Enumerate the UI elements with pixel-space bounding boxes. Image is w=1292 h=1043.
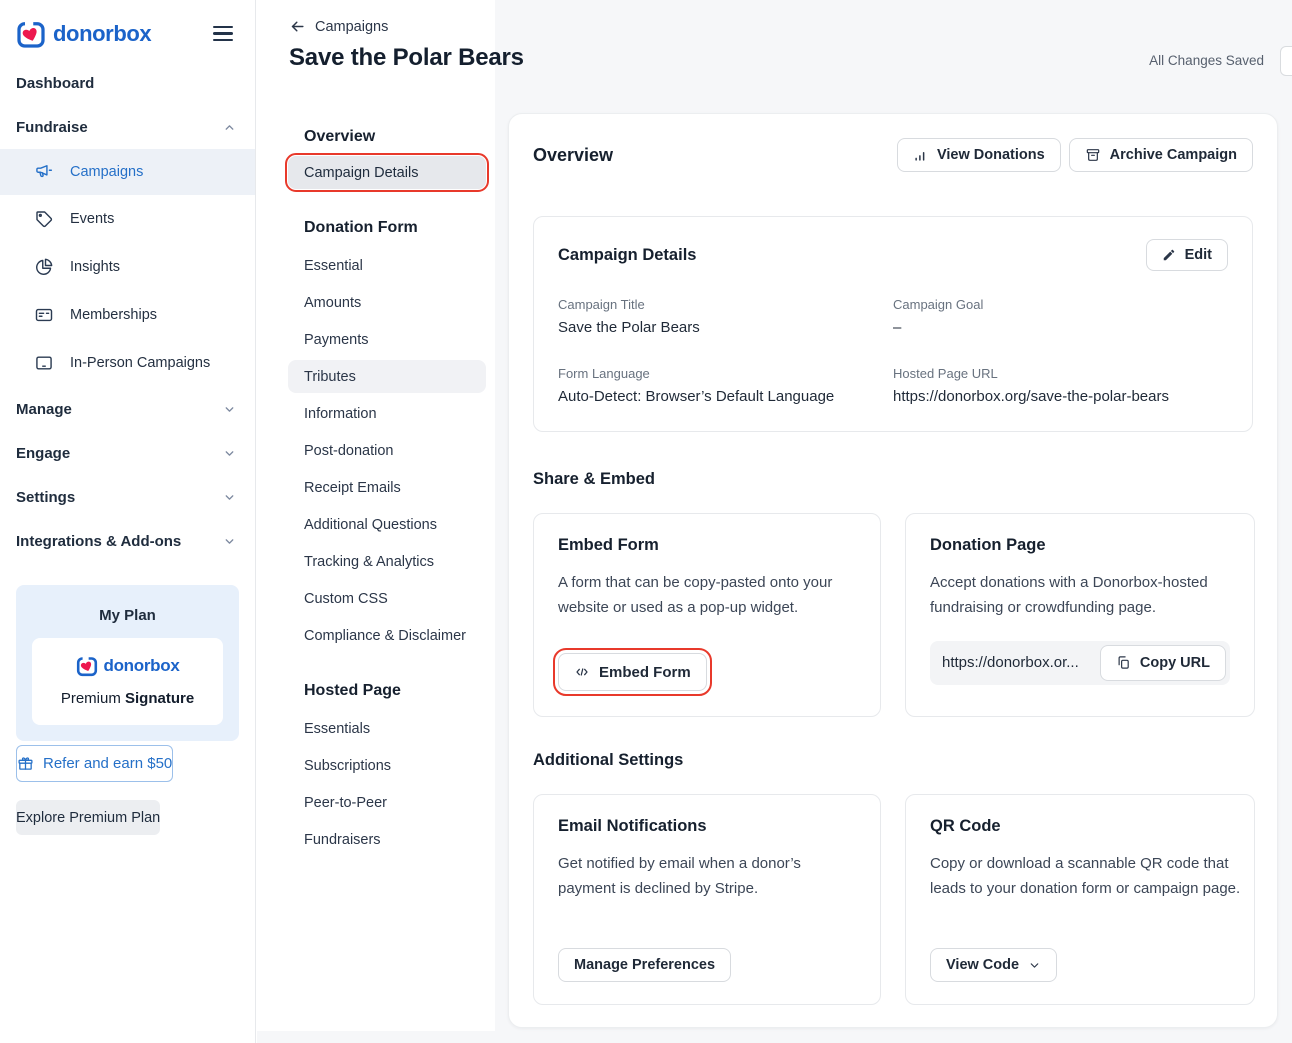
tablet-icon [34, 353, 54, 373]
page-title: Save the Polar Bears [289, 44, 524, 71]
campaign-details-card: Campaign Details Edit Campaign Title Sav… [533, 216, 1253, 432]
email-notifications-description: Get notified by email when a donor’s pay… [558, 855, 801, 897]
sidebar-item-settings[interactable]: Settings [0, 475, 255, 519]
my-plan-box: My Plan donorbox Premium Signature [16, 585, 239, 741]
pencil-icon [1162, 248, 1176, 262]
field-form-language: Form Language Auto-Detect: Browser’s Def… [558, 366, 835, 405]
embed-form-description: A form that can be copy-pasted onto your… [558, 574, 833, 616]
donation-page-url-field: https://donorbox.or... Copy URL [930, 640, 1230, 685]
sidebar-item-events[interactable]: Events [0, 195, 255, 243]
sidebar-item-manage[interactable]: Manage [0, 387, 255, 431]
overview-title: Overview [533, 144, 614, 165]
megaphone-icon [34, 162, 54, 182]
donation-page-url-text: https://donorbox.or... [942, 654, 1079, 671]
gift-icon [17, 755, 34, 772]
archive-campaign-button[interactable]: Archive Campaign [1068, 138, 1253, 172]
field-hosted-page-url: Hosted Page URL https://donorbox.org/sav… [893, 366, 1169, 405]
subnav-item-custom-css[interactable]: Custom CSS [304, 590, 388, 607]
campaign-subnav: Overview Campaign Details Donation Form … [285, 126, 489, 860]
qr-code-description: Copy or download a scannable QR code tha… [930, 855, 1241, 897]
bar-chart-icon [913, 148, 928, 163]
chevron-down-icon [223, 535, 236, 548]
field-campaign-goal: Campaign Goal – [893, 297, 984, 336]
donorbox-logo-text: donorbox [103, 656, 180, 675]
subnav-item-post-donation[interactable]: Post-donation [304, 442, 394, 459]
subnav-item-essentials[interactable]: Essentials [304, 720, 371, 737]
subnav-header-overview: Overview [304, 128, 376, 145]
campaign-details-title: Campaign Details [558, 245, 697, 264]
sidebar-item-dashboard[interactable]: Dashboard [16, 74, 95, 92]
subnav-item-information[interactable]: Information [304, 405, 377, 422]
subnav-header-hosted-page: Hosted Page [304, 682, 401, 699]
subnav-item-receipt-emails[interactable]: Receipt Emails [304, 479, 401, 496]
donorbox-logo-text: donorbox [53, 20, 152, 46]
embed-form-button[interactable]: Embed Form [553, 648, 712, 696]
sidebar-item-campaigns[interactable]: Campaigns [0, 149, 255, 195]
primary-sidebar: donorbox Dashboard Fundraise Campaigns [0, 0, 256, 1043]
plan-name: Premium Signature [60, 690, 195, 707]
donorbox-logo-icon [16, 19, 46, 49]
subnav-item-campaign-details[interactable]: Campaign Details [285, 153, 489, 192]
email-notifications-card: Email Notifications Get notified by emai… [533, 794, 881, 1005]
refer-earn-button[interactable]: Refer and earn $50 [16, 745, 174, 782]
edit-button[interactable]: Edit [1145, 239, 1228, 271]
subnav-item-tributes[interactable]: Tributes [288, 360, 486, 393]
plan-card: donorbox Premium Signature [32, 638, 223, 725]
qr-code-title: QR Code [930, 817, 1001, 835]
archive-icon [1085, 147, 1101, 163]
manage-preferences-button[interactable]: Manage Preferences [558, 948, 732, 982]
sidebar-item-in-person-campaigns[interactable]: In-Person Campaigns [0, 339, 255, 387]
header-action-button-partial[interactable] [1280, 46, 1292, 76]
subnav-item-tracking-analytics[interactable]: Tracking & Analytics [304, 553, 435, 570]
explore-premium-button[interactable]: Explore Premium Plan [16, 800, 161, 835]
chevron-up-icon [223, 121, 236, 134]
pie-chart-icon [34, 257, 54, 277]
copy-icon [1116, 655, 1131, 670]
email-notifications-title: Email Notifications [558, 817, 707, 835]
chevron-down-icon [223, 491, 236, 504]
my-plan-title: My Plan [99, 607, 156, 624]
subnav-header-donation-form: Donation Form [304, 219, 418, 236]
breadcrumb-back-campaigns[interactable]: Campaigns [289, 18, 388, 35]
share-embed-title: Share & Embed [533, 470, 655, 488]
donation-page-title: Donation Page [930, 536, 1046, 554]
subnav-item-fundraisers[interactable]: Fundraisers [304, 831, 381, 848]
chevron-down-icon [223, 403, 236, 416]
content-background-strip [257, 1031, 495, 1043]
sidebar-item-fundraise[interactable]: Fundraise [0, 105, 255, 149]
qr-code-card: QR Code Copy or download a scannable QR … [905, 794, 1255, 1005]
view-donations-button[interactable]: View Donations [896, 138, 1061, 172]
donorbox-logo[interactable]: donorbox [16, 19, 152, 49]
chevron-down-icon [1028, 959, 1041, 972]
back-arrow-icon [289, 18, 306, 35]
sidebar-item-insights[interactable]: Insights [0, 243, 255, 291]
sidebar-item-integrations[interactable]: Integrations & Add-ons [0, 519, 255, 563]
save-status: All Changes Saved [1149, 53, 1264, 68]
sidebar-item-memberships[interactable]: Memberships [0, 291, 255, 339]
sidebar-item-engage[interactable]: Engage [0, 431, 255, 475]
subnav-item-amounts[interactable]: Amounts [304, 294, 362, 311]
embed-form-card: Embed Form A form that can be copy-paste… [533, 513, 881, 717]
field-campaign-title: Campaign Title Save the Polar Bears [558, 297, 700, 336]
donorbox-logo-icon [76, 655, 98, 677]
view-code-button[interactable]: View Code [930, 948, 1058, 982]
donation-page-card: Donation Page Accept donations with a Do… [905, 513, 1255, 717]
subnav-item-peer-to-peer[interactable]: Peer-to-Peer [304, 794, 388, 811]
donation-page-description: Accept donations with a Donorbox-hosted … [930, 574, 1208, 616]
hamburger-menu-icon[interactable] [213, 22, 233, 45]
code-icon [574, 664, 590, 680]
additional-settings-title: Additional Settings [533, 751, 684, 769]
subnav-item-additional-questions[interactable]: Additional Questions [304, 516, 437, 533]
overview-panel: Overview View Donations Ar [508, 113, 1278, 1028]
copy-url-button[interactable]: Copy URL [1099, 644, 1226, 681]
embed-form-title: Embed Form [558, 536, 659, 554]
ticket-icon [34, 209, 54, 229]
subnav-item-payments[interactable]: Payments [304, 331, 369, 348]
membership-card-icon [34, 305, 54, 325]
subnav-item-essential[interactable]: Essential [304, 257, 363, 274]
subnav-item-compliance-disclaimer[interactable]: Compliance & Disclaimer [304, 627, 466, 644]
chevron-down-icon [223, 447, 236, 460]
subnav-item-subscriptions[interactable]: Subscriptions [304, 757, 392, 774]
